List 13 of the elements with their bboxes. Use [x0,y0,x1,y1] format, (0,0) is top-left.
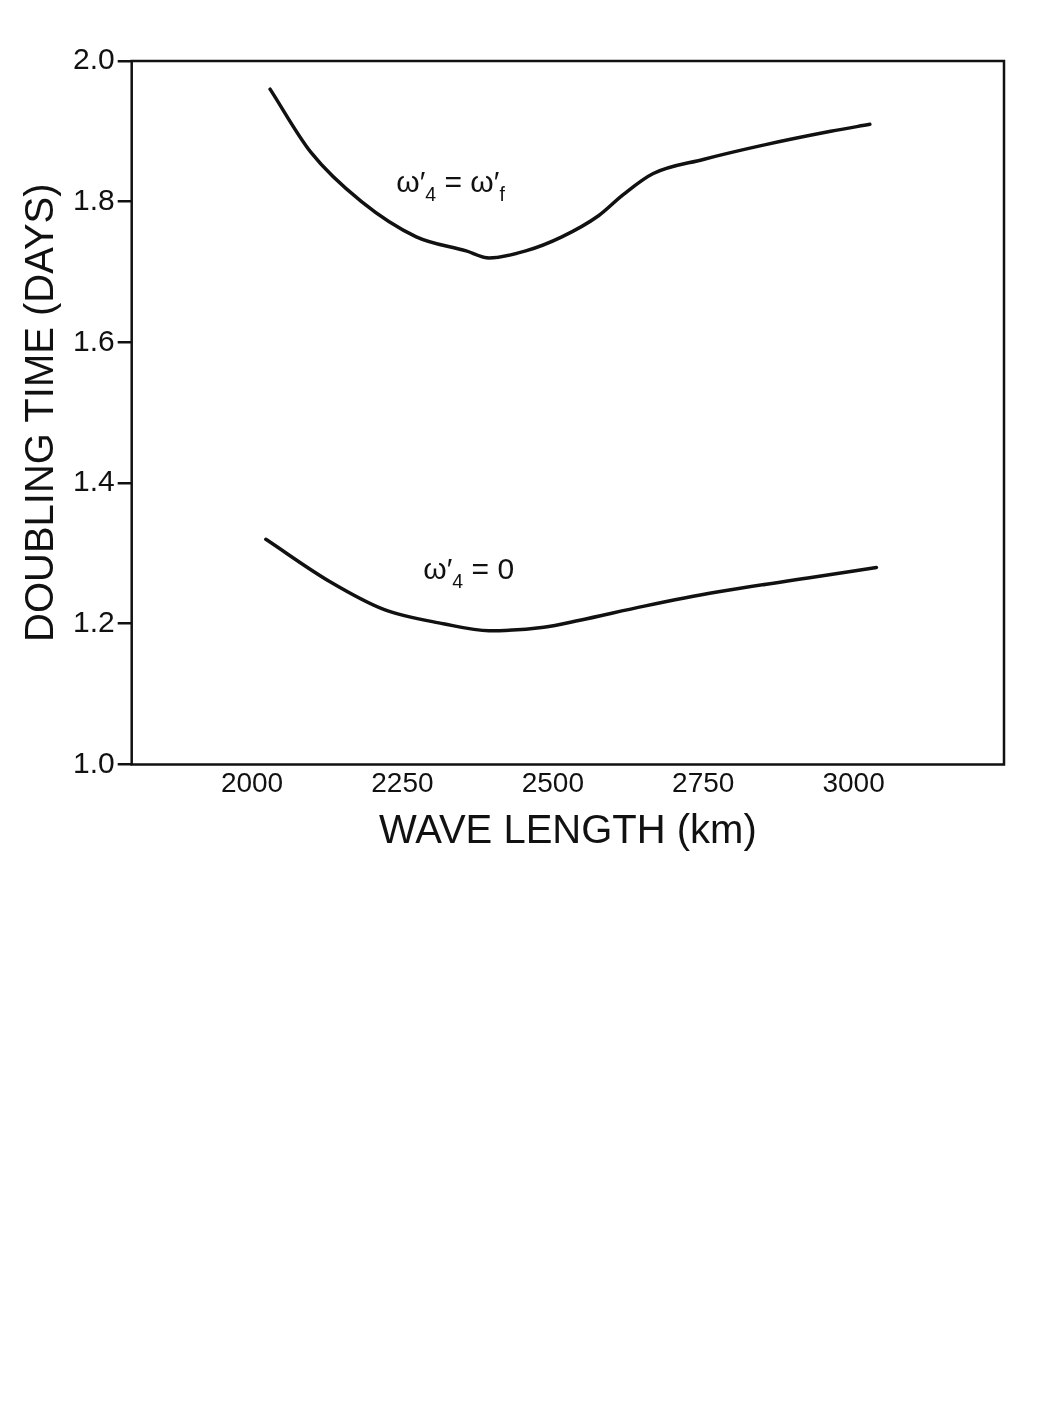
y-tick-label: 1.8 [72,182,115,216]
y-tick-label: 1.4 [72,464,115,498]
x-tick-label: 2250 [371,766,434,798]
x-tick-label: 2500 [521,766,584,798]
x-tick-label: 2000 [220,766,284,798]
x-tick-label: 3000 [822,766,885,798]
x-tick-label: 2750 [672,766,735,798]
x-axis-title: WAVE LENGTH (km) [378,807,757,852]
y-tick-label: 1.6 [72,323,115,357]
y-tick-label: 2.0 [72,42,115,76]
y-tick-label: 1.2 [72,604,115,638]
y-axis-title: DOUBLING TIME (DAYS) [17,183,62,642]
y-tick-label: 1.0 [72,745,115,779]
